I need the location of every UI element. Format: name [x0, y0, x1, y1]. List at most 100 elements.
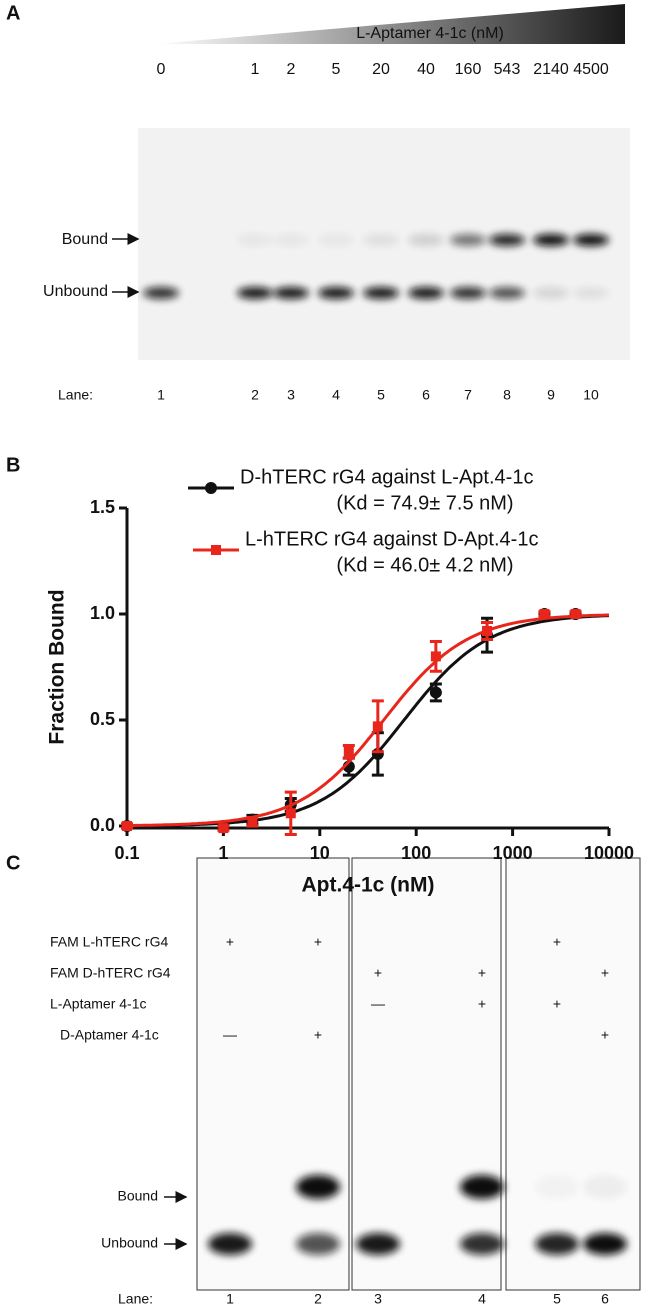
- fit-curve: [127, 614, 610, 828]
- gel-band: [489, 234, 525, 246]
- condition-mark: +: [553, 996, 561, 1012]
- concentration-label: 1: [251, 61, 260, 78]
- gel-band: [535, 1175, 579, 1199]
- lane-number: 1: [226, 1291, 234, 1307]
- condition-mark: +: [314, 1027, 322, 1043]
- lane-number: 8: [503, 387, 511, 403]
- bound-label: Bound: [62, 231, 108, 248]
- gel-band: [143, 287, 179, 299]
- gel-band: [273, 287, 309, 299]
- gel-band: [450, 234, 486, 246]
- condition-mark: —: [371, 996, 385, 1012]
- gel-band: [408, 287, 444, 299]
- condition-mark: +: [601, 1027, 609, 1043]
- condition-mark: —: [223, 1027, 237, 1043]
- gel-band: [450, 287, 486, 299]
- y-axis-title: Fraction Bound: [46, 589, 69, 744]
- lane-title: Lane:: [58, 387, 93, 403]
- gel-band: [318, 234, 354, 246]
- x-tick-label: 0.1: [114, 843, 139, 863]
- condition-label: D-Aptamer 4-1c: [60, 1027, 159, 1043]
- gel-band: [356, 1233, 400, 1255]
- condition-label: FAM L-hTERC rG4: [50, 934, 168, 950]
- gel-band: [583, 1175, 627, 1199]
- lane-title: Lane:: [118, 1291, 153, 1307]
- condition-mark: +: [314, 934, 322, 950]
- bound-label: Bound: [118, 1188, 158, 1204]
- point: [372, 721, 383, 732]
- gel-band: [208, 1233, 252, 1255]
- gel-band: [296, 1175, 340, 1199]
- lane-number: 3: [287, 387, 295, 403]
- kd-label: (Kd = 74.9± 7.5 nM): [336, 492, 513, 514]
- kd-label: (Kd = 46.0± 4.2 nM): [336, 554, 513, 576]
- gel-band: [535, 1233, 579, 1255]
- gradient-wedge: [155, 4, 625, 44]
- point: [482, 625, 493, 636]
- unbound-label: Unbound: [43, 283, 108, 300]
- condition-label: FAM D-hTERC rG4: [50, 965, 171, 981]
- gel-band: [363, 287, 399, 299]
- gradient-label: L-Aptamer 4-1c (nM): [356, 25, 504, 42]
- lane-number: 2: [251, 387, 259, 403]
- concentration-label: 2: [287, 61, 296, 78]
- concentration-label: 2140: [533, 61, 569, 78]
- point: [539, 609, 550, 619]
- condition-mark: +: [478, 965, 486, 981]
- condition-mark: +: [226, 934, 234, 950]
- y-tick-label: 1.0: [90, 603, 115, 623]
- lane-number: 5: [377, 387, 385, 403]
- x-tick-label: 10000: [584, 843, 634, 863]
- condition-label: L-Aptamer 4-1c: [50, 996, 146, 1012]
- gel-band: [296, 1233, 340, 1255]
- lane-number: 1: [157, 387, 165, 403]
- lane-number: 3: [374, 1291, 382, 1307]
- condition-mark: +: [374, 965, 382, 981]
- gel-band: [237, 234, 273, 246]
- lane-number: 6: [422, 387, 430, 403]
- x-tick-label: 1: [218, 843, 228, 863]
- concentration-label: 543: [494, 61, 521, 78]
- x-axis-title: Apt.4-1c (nM): [302, 874, 435, 897]
- point: [285, 808, 296, 819]
- point: [218, 823, 229, 834]
- gel-band: [460, 1233, 504, 1255]
- legend-entry: L-hTERC rG4 against D-Apt.4-1c: [245, 528, 538, 550]
- lane-number: 5: [553, 1291, 561, 1307]
- gel-band: [573, 287, 609, 299]
- gel-band: [533, 287, 569, 299]
- gel-band: [273, 234, 309, 246]
- x-tick-label: 1000: [493, 843, 533, 863]
- lane-number: 6: [601, 1291, 609, 1307]
- legend-marker: [205, 482, 217, 494]
- x-tick-label: 10: [310, 843, 330, 863]
- concentration-label: 40: [417, 61, 435, 78]
- unbound-label: Unbound: [101, 1235, 158, 1251]
- condition-mark: +: [553, 934, 561, 950]
- gel-band: [573, 234, 609, 246]
- point: [122, 821, 132, 831]
- point: [429, 686, 442, 699]
- concentration-label: 5: [332, 61, 341, 78]
- lane-number: 4: [332, 387, 340, 403]
- concentration-label: 160: [455, 61, 482, 78]
- legend-entry: D-hTERC rG4 against L-Apt.4-1c: [240, 466, 533, 488]
- condition-mark: +: [478, 996, 486, 1012]
- point: [430, 651, 441, 662]
- lane-number: 7: [464, 387, 472, 403]
- y-tick-label: 0.0: [90, 815, 115, 835]
- panel-label: C: [6, 852, 20, 874]
- gel-band: [583, 1233, 627, 1255]
- panel-label: A: [6, 2, 20, 24]
- concentration-label: 0: [157, 61, 166, 78]
- point: [343, 746, 354, 757]
- gel-band: [408, 234, 444, 246]
- fit-curve: [127, 613, 609, 827]
- gel: [505, 857, 641, 1291]
- lane-number: 9: [547, 387, 555, 403]
- gel-band: [318, 287, 354, 299]
- point: [247, 816, 258, 827]
- gel: [351, 857, 502, 1291]
- gel-band: [489, 287, 525, 299]
